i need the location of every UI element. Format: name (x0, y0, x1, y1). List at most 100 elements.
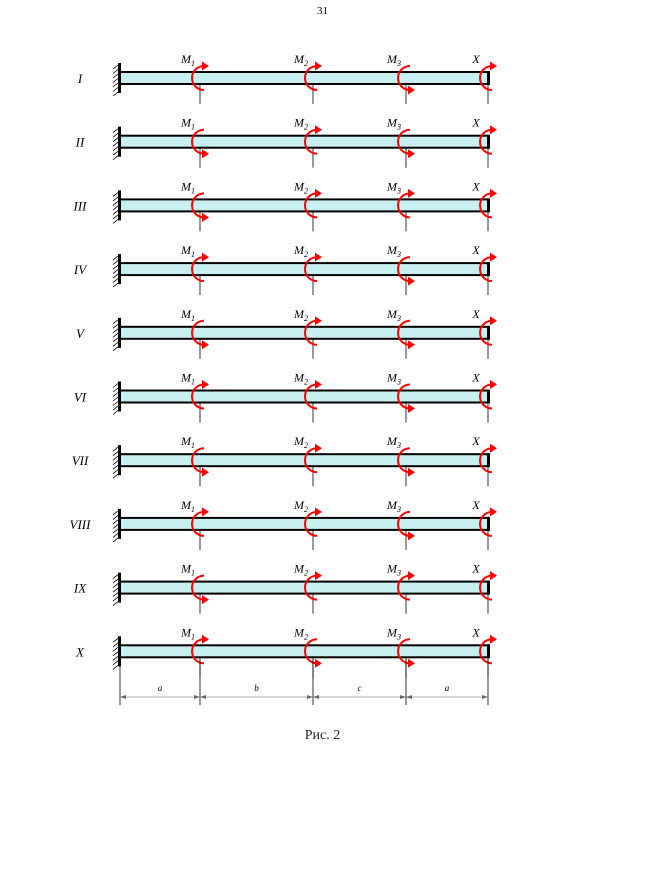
moment-arc (304, 510, 318, 537)
moment-label: X (471, 562, 480, 576)
moment-4: X (471, 498, 497, 550)
moment-label: M1 (180, 179, 195, 195)
moment-arrowhead-ccw-icon (408, 467, 415, 477)
moment-arc (191, 447, 205, 474)
beam-scheme-7: VII M1 M2 M3 X (72, 434, 497, 487)
scheme-label: II (75, 135, 85, 150)
moment-arrowhead-cw-icon (202, 252, 209, 262)
moment-arrowhead-cw-icon (490, 316, 497, 326)
moment-arc (479, 192, 493, 219)
moment-3: M3 (386, 498, 415, 550)
moment-arc (304, 128, 318, 155)
moment-label: M1 (180, 625, 195, 641)
moment-label: M1 (180, 434, 195, 450)
beam-scheme-8: VIII M1 M2 M3 X (70, 498, 497, 550)
moment-label: M2 (293, 179, 308, 195)
moment-arrowhead-ccw-icon (202, 595, 209, 605)
moment-arrowhead-cw-icon (315, 571, 322, 581)
moment-label: X (471, 371, 480, 385)
moment-3: M3 (386, 116, 415, 168)
beam-end (487, 198, 490, 213)
beam-scheme-4: IV M1 M2 M3 X (73, 243, 497, 296)
moment-arrowhead-ccw-icon (202, 340, 209, 350)
scheme-label: VIII (70, 517, 92, 532)
moment-4: X (471, 179, 497, 232)
moment-label: M1 (180, 116, 195, 132)
moment-arrowhead-cw-icon (315, 61, 322, 71)
moment-arrowhead-cw-icon (408, 188, 415, 198)
beam-end (487, 389, 490, 404)
moment-4: X (471, 307, 497, 359)
beam-end (487, 262, 490, 277)
moment-label: M2 (293, 371, 308, 387)
moment-arc (479, 256, 493, 283)
moment-arc (191, 192, 205, 219)
moment-label: M2 (293, 434, 308, 450)
dim-arrow-icon (400, 695, 406, 699)
moment-arc (304, 319, 318, 346)
moment-arrowhead-cw-icon (490, 507, 497, 517)
moment-arrowhead-cw-icon (490, 188, 497, 198)
moment-label: X (471, 116, 480, 130)
moment-arc (397, 574, 411, 601)
moment-arc (304, 383, 318, 410)
dimension-label: a (158, 683, 163, 693)
moment-arc (191, 510, 205, 537)
moment-arc (191, 65, 205, 91)
moment-label: M2 (293, 307, 308, 323)
moment-arrowhead-cw-icon (315, 380, 322, 389)
moment-arc (397, 383, 411, 410)
moment-arrowhead-cw-icon (202, 634, 209, 644)
dim-arrow-icon (120, 695, 126, 699)
moment-arc (191, 256, 205, 283)
beam-scheme-6: VI M1 M2 M3 X (74, 371, 497, 423)
moment-arc (397, 128, 411, 155)
moment-1: M1 (180, 116, 209, 168)
moment-3: M3 (386, 179, 415, 232)
moment-arc (397, 256, 411, 283)
beam-end (487, 580, 490, 595)
moment-arc (304, 574, 318, 601)
moment-arc (304, 447, 318, 474)
moment-3: M3 (386, 307, 415, 359)
moment-label: M3 (386, 562, 401, 578)
beam-end (487, 644, 490, 659)
moment-label: M1 (180, 307, 195, 323)
moment-arrowhead-ccw-icon (408, 658, 415, 668)
moment-arc (304, 256, 318, 283)
moment-arc (191, 574, 205, 601)
moment-label: M1 (180, 498, 195, 514)
beam-end (487, 453, 490, 468)
moment-4: X (471, 116, 497, 168)
moment-4: X (471, 52, 497, 104)
moment-label: M2 (293, 52, 308, 68)
moment-label: X (471, 243, 480, 257)
moment-2: M2 (293, 179, 322, 232)
moment-arrowhead-cw-icon (202, 507, 209, 517)
moment-2: M2 (293, 243, 322, 296)
moment-4: X (471, 434, 497, 487)
moment-label: M1 (180, 243, 195, 259)
moment-arrowhead-cw-icon (408, 571, 415, 581)
moment-arrowhead-cw-icon (202, 61, 209, 71)
beam-scheme-3: III M1 M2 M3 X (73, 179, 497, 232)
moment-3: M3 (386, 434, 415, 487)
moment-2: M2 (293, 52, 322, 104)
moment-label: M3 (386, 371, 401, 387)
moment-arc (397, 319, 411, 346)
moment-arc (397, 447, 411, 474)
moment-arrowhead-ccw-icon (408, 340, 415, 350)
scheme-label: IX (73, 581, 87, 596)
moment-arrowhead-ccw-icon (408, 276, 415, 286)
moment-arrowhead-cw-icon (490, 634, 497, 644)
beam-scheme-10: X M1 M2 M3 X (75, 625, 497, 678)
moment-2: M2 (293, 307, 322, 359)
moment-label: M3 (386, 434, 401, 450)
moment-label: M2 (293, 562, 308, 578)
moment-label: M1 (180, 52, 195, 68)
moment-arc (479, 447, 493, 474)
moment-arrowhead-cw-icon (315, 125, 322, 135)
moment-arrowhead-ccw-icon (202, 467, 209, 477)
